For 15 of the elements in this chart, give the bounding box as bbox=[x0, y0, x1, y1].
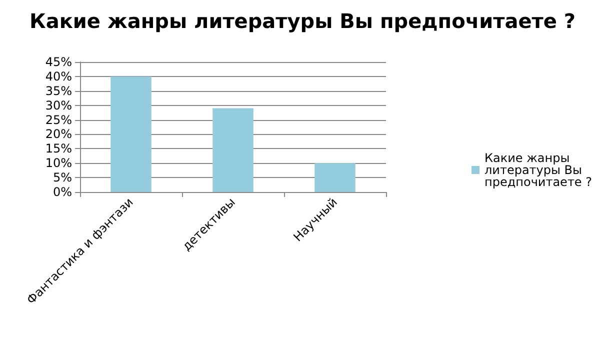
legend-label: Какие жанры литературы Вы предпочитаете ? bbox=[484, 151, 592, 189]
y-tick-label: 45% bbox=[45, 55, 72, 69]
y-tick-label: 0% bbox=[52, 185, 72, 199]
y-tick-label: 15% bbox=[45, 142, 72, 156]
y-tick-label: 30% bbox=[45, 98, 72, 112]
y-tick-label: 20% bbox=[45, 127, 72, 142]
y-tick-label: 25% bbox=[45, 112, 72, 127]
y-tick-label: 5% bbox=[52, 170, 72, 185]
bar bbox=[212, 108, 254, 192]
y-tick-label: 10% bbox=[45, 156, 72, 170]
bar bbox=[314, 163, 356, 192]
y-tick-label: 40% bbox=[45, 69, 72, 84]
chart-title: Какие жанры литературы Вы предпочитаете ? bbox=[30, 9, 576, 33]
y-tick-label: 35% bbox=[45, 84, 72, 98]
bar bbox=[110, 76, 152, 192]
